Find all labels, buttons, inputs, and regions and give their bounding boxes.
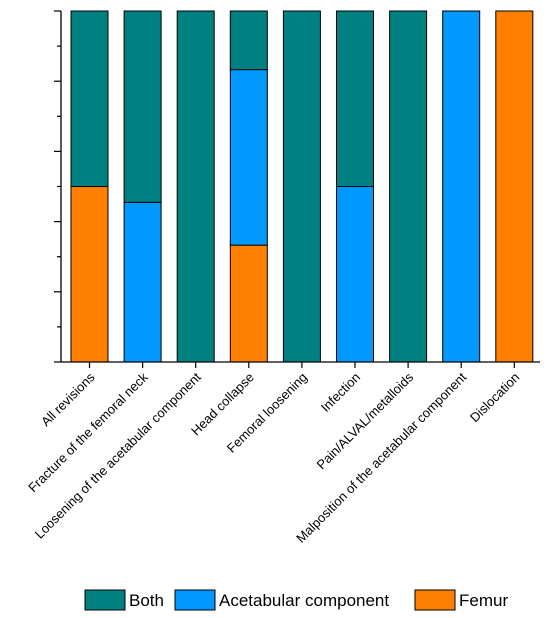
legend-label-both: Both <box>129 591 164 610</box>
bar-segment-head-collapse-acetabular-component <box>229 69 268 246</box>
x-tick-label-infection: Infection <box>318 370 363 415</box>
bar-segment-femoral-loosening-both <box>282 10 321 363</box>
legend-swatch-acetabular-component <box>174 589 216 611</box>
bar-segment-head-collapse-femur <box>229 244 268 363</box>
bar-segment-head-collapse-both <box>229 10 268 71</box>
bars-layer <box>70 10 534 363</box>
legend-label-femur: Femur <box>459 591 508 610</box>
legend-swatch-femur <box>414 589 456 611</box>
bar-segment-malposition-of-the-acetabular-component-acetabular-component <box>442 10 481 363</box>
x-tick-label-pain-alval-metalloids: Pain/ALVAL/metalloids <box>313 369 416 472</box>
bar-segment-infection-both <box>336 10 374 187</box>
axes-layer <box>54 10 540 368</box>
bar-segment-dislocation-femur <box>495 10 534 363</box>
bar-segment-fracture-of-the-femoral-neck-both <box>123 10 162 203</box>
legend-swatch-both <box>84 589 126 611</box>
bar-segment-pain-alval-metalloids-both <box>389 10 428 363</box>
bar-segment-infection-acetabular-component <box>336 186 374 363</box>
legend-label-acetabular-component: Acetabular component <box>219 591 389 610</box>
legend: Both Acetabular component Femur <box>84 589 508 611</box>
bar-segment-all-revisions-femur <box>70 186 109 363</box>
bar-segment-fracture-of-the-femoral-neck-acetabular-component <box>123 201 162 363</box>
bar-segment-all-revisions-both <box>70 10 109 187</box>
bar-segment-loosening-of-the-acetabular-component-both <box>176 10 215 363</box>
x-tick-label-dislocation: Dislocation <box>467 370 523 426</box>
